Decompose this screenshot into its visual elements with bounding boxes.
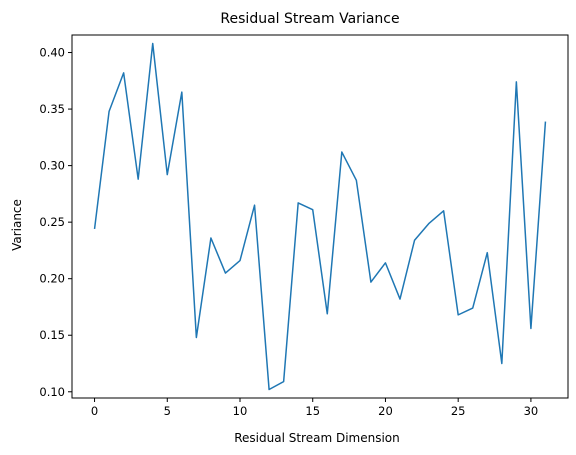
x-tick-label: 10	[233, 404, 248, 418]
y-tick-label: 0.15	[39, 328, 65, 342]
y-tick-label: 0.25	[39, 215, 65, 229]
x-tick-label: 25	[451, 404, 466, 418]
y-tick-label: 0.20	[39, 272, 65, 286]
y-axis-label: Variance	[10, 199, 24, 251]
y-tick-label: 0.10	[39, 385, 65, 399]
x-axis-label: Residual Stream Dimension	[234, 431, 400, 445]
x-tick-label: 30	[524, 404, 539, 418]
y-tick-label: 0.40	[39, 46, 65, 60]
plot-area	[93, 42, 547, 391]
x-tick-label: 0	[91, 404, 98, 418]
x-axis-ticks: 0 5 10 15 20 25 30	[91, 398, 538, 418]
y-tick-label: 0.30	[39, 159, 65, 173]
y-tick-label: 0.35	[39, 102, 65, 116]
series-line-0	[93, 42, 547, 391]
y-axis-ticks: 0.10 0.15 0.20 0.25 0.30 0.35 0.40	[39, 46, 72, 399]
x-tick-label: 5	[164, 404, 171, 418]
chart-title: Residual Stream Variance	[220, 11, 399, 27]
x-tick-label: 15	[305, 404, 320, 418]
axes-frame	[71, 34, 569, 399]
x-tick-label: 20	[378, 404, 393, 418]
